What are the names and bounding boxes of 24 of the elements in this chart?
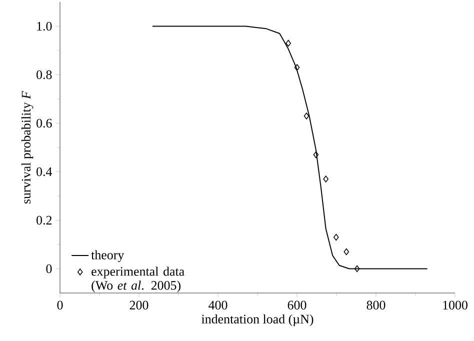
point: [333, 234, 339, 241]
x-tick-label: 800: [366, 300, 386, 310]
legend-label: theory: [91, 250, 124, 262]
point: [313, 151, 319, 158]
y-tick-label: 0.8: [36, 70, 52, 80]
x-tick-label: 400: [208, 300, 228, 310]
x-tick-label: 0: [57, 300, 63, 310]
x-axis-title: indentation load (µN): [202, 314, 314, 326]
y-tick-label: 0.2: [36, 216, 52, 225]
point: [354, 265, 360, 272]
legend-label: experimental data (Wo et al. 2005): [92, 266, 184, 292]
point: [294, 64, 300, 71]
x-tick-label: 200: [130, 300, 148, 310]
point: [344, 248, 350, 256]
y-axis-title: survival probability F: [21, 90, 34, 204]
y-tick-label: 0: [46, 264, 52, 274]
y-tick-label: 0.4: [36, 167, 52, 176]
y-tick-label: 1.0: [37, 22, 52, 31]
x-tick-label: 600: [288, 300, 306, 310]
point: [304, 112, 310, 120]
point: [323, 176, 328, 182]
y-tick-label: 0.6: [36, 118, 52, 128]
x-tick-label: 1000: [443, 300, 468, 310]
point: [286, 40, 291, 47]
